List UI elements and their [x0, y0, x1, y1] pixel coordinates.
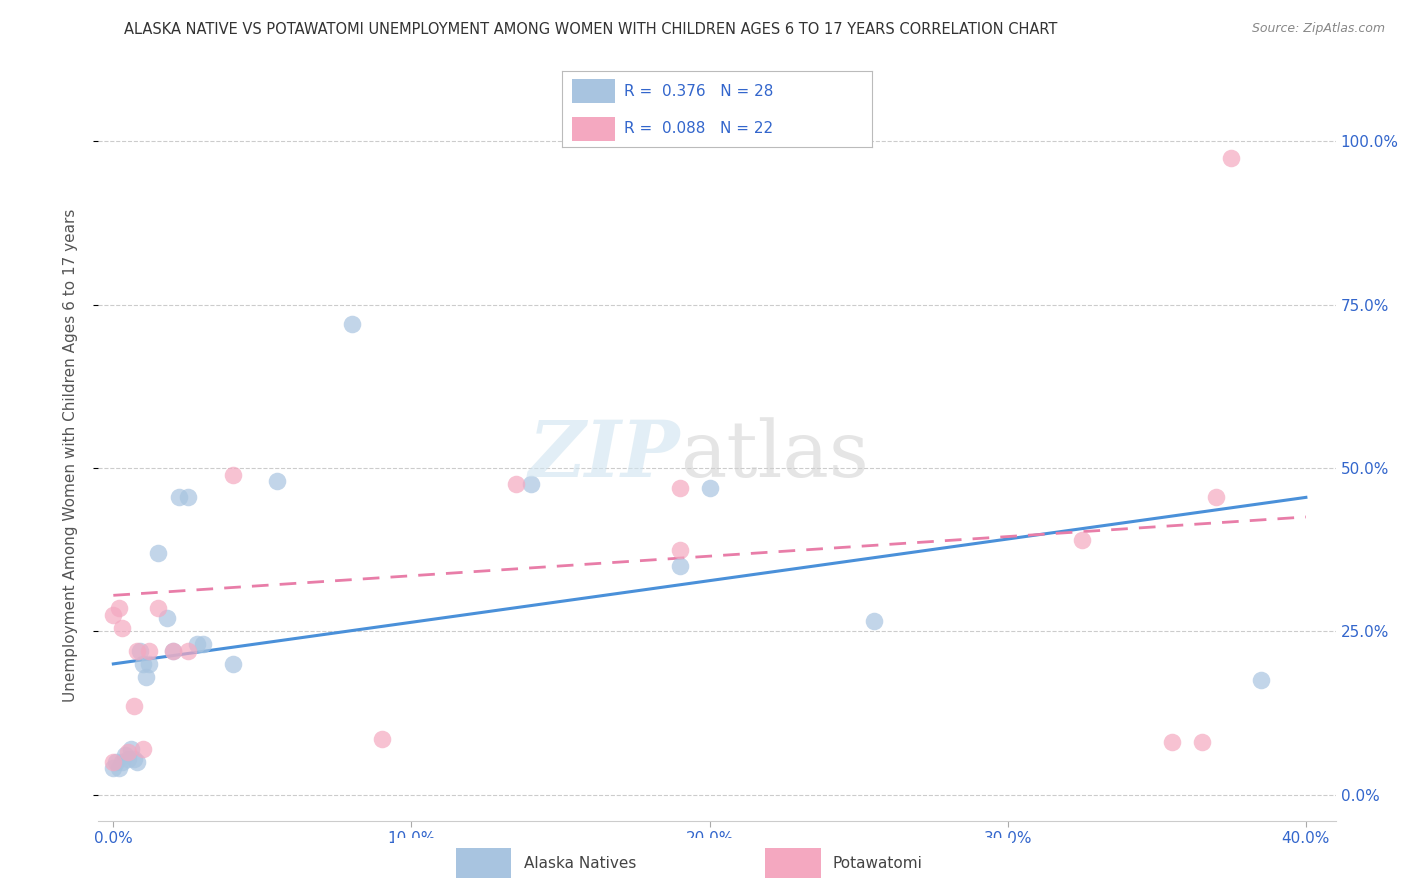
- Point: [1250, 673, 1272, 688]
- Point: [111, 621, 134, 635]
- Point: [156, 611, 179, 625]
- Point: [177, 491, 200, 505]
- Point: [132, 657, 155, 671]
- Point: [177, 644, 200, 658]
- Point: [105, 755, 128, 769]
- Point: [266, 474, 288, 488]
- Point: [668, 481, 690, 495]
- Point: [108, 761, 131, 775]
- Point: [114, 748, 136, 763]
- Text: atlas: atlas: [681, 417, 869, 492]
- Point: [668, 542, 690, 557]
- Point: [103, 761, 125, 775]
- Point: [146, 546, 169, 560]
- Point: [108, 601, 131, 615]
- Point: [162, 644, 184, 658]
- Point: [221, 467, 243, 482]
- Text: Alaska Natives: Alaska Natives: [523, 855, 636, 871]
- Point: [221, 657, 243, 671]
- Text: Potawatomi: Potawatomi: [832, 855, 922, 871]
- Point: [1205, 491, 1227, 505]
- Point: [146, 601, 169, 615]
- Point: [668, 558, 690, 573]
- Point: [167, 491, 190, 505]
- FancyBboxPatch shape: [456, 848, 512, 878]
- Point: [103, 755, 125, 769]
- Y-axis label: Unemployment Among Women with Children Ages 6 to 17 years: Unemployment Among Women with Children A…: [63, 208, 77, 702]
- Point: [162, 644, 184, 658]
- Point: [120, 741, 142, 756]
- Text: Source: ZipAtlas.com: Source: ZipAtlas.com: [1251, 22, 1385, 36]
- Point: [135, 670, 157, 684]
- Point: [699, 481, 721, 495]
- Point: [505, 477, 527, 491]
- Point: [519, 477, 541, 491]
- Point: [122, 751, 145, 765]
- Point: [103, 607, 125, 622]
- Point: [117, 751, 139, 765]
- Point: [1160, 735, 1182, 749]
- Point: [138, 644, 160, 658]
- Text: R =  0.376   N = 28: R = 0.376 N = 28: [624, 84, 773, 99]
- Point: [138, 657, 160, 671]
- FancyBboxPatch shape: [765, 848, 821, 878]
- FancyBboxPatch shape: [572, 117, 614, 141]
- Point: [1191, 735, 1213, 749]
- Point: [191, 637, 214, 651]
- Point: [132, 741, 155, 756]
- Point: [862, 615, 884, 629]
- Point: [122, 699, 145, 714]
- Text: ALASKA NATIVE VS POTAWATOMI UNEMPLOYMENT AMONG WOMEN WITH CHILDREN AGES 6 TO 17 : ALASKA NATIVE VS POTAWATOMI UNEMPLOYMENT…: [124, 22, 1057, 37]
- Point: [117, 745, 139, 759]
- Point: [1220, 151, 1243, 165]
- Point: [340, 318, 363, 332]
- Text: R =  0.088   N = 22: R = 0.088 N = 22: [624, 121, 773, 136]
- Text: ZIP: ZIP: [529, 417, 681, 493]
- Point: [111, 755, 134, 769]
- Point: [129, 644, 152, 658]
- Point: [1071, 533, 1094, 547]
- Point: [186, 637, 208, 651]
- Point: [370, 731, 392, 746]
- FancyBboxPatch shape: [572, 79, 614, 103]
- Point: [127, 644, 149, 658]
- Point: [127, 755, 149, 769]
